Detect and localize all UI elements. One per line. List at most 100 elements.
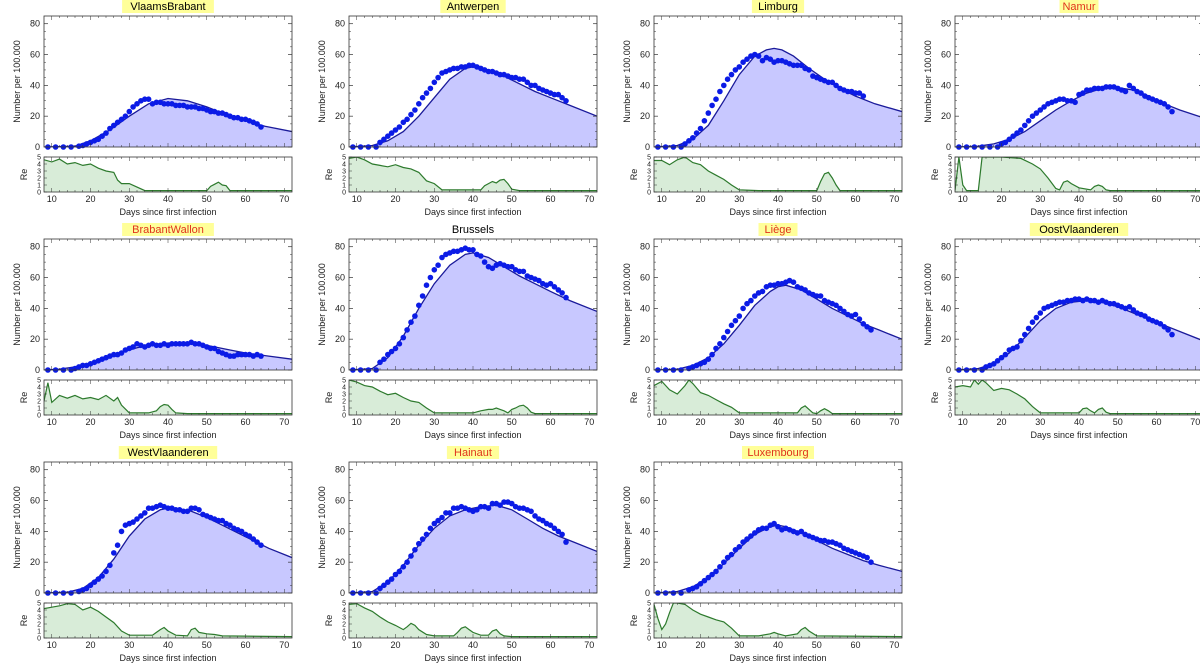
data-point <box>258 124 264 130</box>
x-axis-label: Days since first infection <box>1030 207 1127 217</box>
data-point <box>701 577 708 584</box>
fit-area <box>955 300 1200 370</box>
data-point <box>516 76 523 82</box>
data-points <box>45 502 264 596</box>
re-curve <box>349 157 597 192</box>
re-y-tick-label: 0 <box>647 190 651 197</box>
x-tick-label: 70 <box>279 194 289 204</box>
y-axis-label: Number per 100.000 <box>622 40 632 123</box>
x-tick-label: 20 <box>695 640 705 650</box>
re-area <box>349 603 597 638</box>
data-point <box>1169 108 1175 115</box>
y-tick-label: 40 <box>30 526 40 536</box>
data-point <box>744 536 750 542</box>
y-axis-label: Number per 100.000 <box>923 263 933 346</box>
panel-title: Liège <box>765 224 792 236</box>
x-tick-label: 60 <box>545 640 555 650</box>
data-point <box>485 505 492 512</box>
x-tick-label: 20 <box>695 194 705 204</box>
x-tick-label: 10 <box>958 194 968 204</box>
data-points <box>350 245 569 373</box>
data-point <box>1095 85 1102 92</box>
data-point <box>856 90 863 96</box>
data-point <box>1056 96 1063 102</box>
y-tick-label: 0 <box>645 365 650 375</box>
data-point <box>1122 88 1129 95</box>
data-point <box>83 585 90 592</box>
data-point <box>991 361 997 367</box>
data-point <box>501 499 507 505</box>
data-point <box>860 93 867 99</box>
re-y-tick-label: 1 <box>342 406 346 413</box>
data-point <box>736 544 743 550</box>
data-point <box>95 136 102 143</box>
data-point <box>748 297 754 304</box>
y-tick-label: 0 <box>946 142 951 152</box>
y-tick-label: 0 <box>946 365 951 375</box>
x-tick-label: 50 <box>507 417 517 427</box>
data-point <box>423 90 430 96</box>
data-point <box>184 508 191 515</box>
re-curve <box>955 380 1200 415</box>
data-point <box>231 114 237 121</box>
x-tick-label: 50 <box>507 194 517 204</box>
data-point <box>806 67 812 73</box>
x-tick-label: 30 <box>124 640 134 650</box>
data-point <box>547 280 554 287</box>
y-tick-label: 0 <box>35 588 40 598</box>
data-point <box>126 108 133 115</box>
y-axis-label: Number per 100.000 <box>622 263 632 346</box>
x-tick-label: 50 <box>507 640 517 650</box>
y-tick-label: 60 <box>335 50 345 60</box>
data-point <box>841 308 847 315</box>
y-axis-label: Number per 100.000 <box>317 486 327 569</box>
x-axis-label: Days since first infection <box>119 430 216 440</box>
re-y-tick-label: 4 <box>342 385 346 392</box>
re-y-tick-label: 2 <box>342 622 346 629</box>
re-y-tick-label: 0 <box>342 413 346 420</box>
data-point <box>423 531 430 538</box>
x-tick-label: 30 <box>429 640 439 650</box>
data-point <box>732 547 739 553</box>
data-point <box>532 513 538 519</box>
y-tick-label: 40 <box>335 80 345 90</box>
data-point <box>516 505 523 512</box>
re-y-tick-label: 3 <box>37 392 41 399</box>
data-point <box>412 107 418 113</box>
x-tick-label: 40 <box>163 417 173 427</box>
data-point <box>693 130 700 136</box>
re-y-tick-label: 3 <box>37 169 41 176</box>
data-point <box>385 579 391 585</box>
re-y-tick-label: 4 <box>647 608 651 615</box>
data-point <box>99 133 105 139</box>
data-point <box>724 76 731 82</box>
data-point <box>1072 99 1078 106</box>
re-y-tick-label: 0 <box>342 636 346 643</box>
x-tick-label: 40 <box>773 417 783 427</box>
y-tick-label: 40 <box>335 303 345 313</box>
data-point <box>721 559 727 565</box>
panel-title: VlaamsBrabant <box>130 1 205 13</box>
y-axis-label: Number per 100.000 <box>622 486 632 569</box>
data-point <box>697 125 704 132</box>
re-y-tick-label: 2 <box>37 176 41 183</box>
fit-area <box>955 87 1200 147</box>
data-point <box>485 68 492 75</box>
re-axis-label: Re <box>324 392 334 404</box>
data-point <box>1142 313 1148 319</box>
re-y-tick-label: 5 <box>647 601 651 608</box>
re-y-tick-label: 5 <box>342 601 346 608</box>
data-point <box>709 351 715 358</box>
data-point <box>817 293 824 299</box>
x-tick-label: 20 <box>390 417 400 427</box>
data-point <box>396 124 403 130</box>
re-y-tick-label: 4 <box>342 162 346 169</box>
data-point <box>1033 314 1040 321</box>
data-point <box>250 536 257 542</box>
title-highlight <box>751 0 805 13</box>
re-y-tick-label: 3 <box>647 615 651 622</box>
x-tick-label: 70 <box>889 640 899 650</box>
data-point <box>536 277 542 284</box>
data-point <box>404 327 410 333</box>
